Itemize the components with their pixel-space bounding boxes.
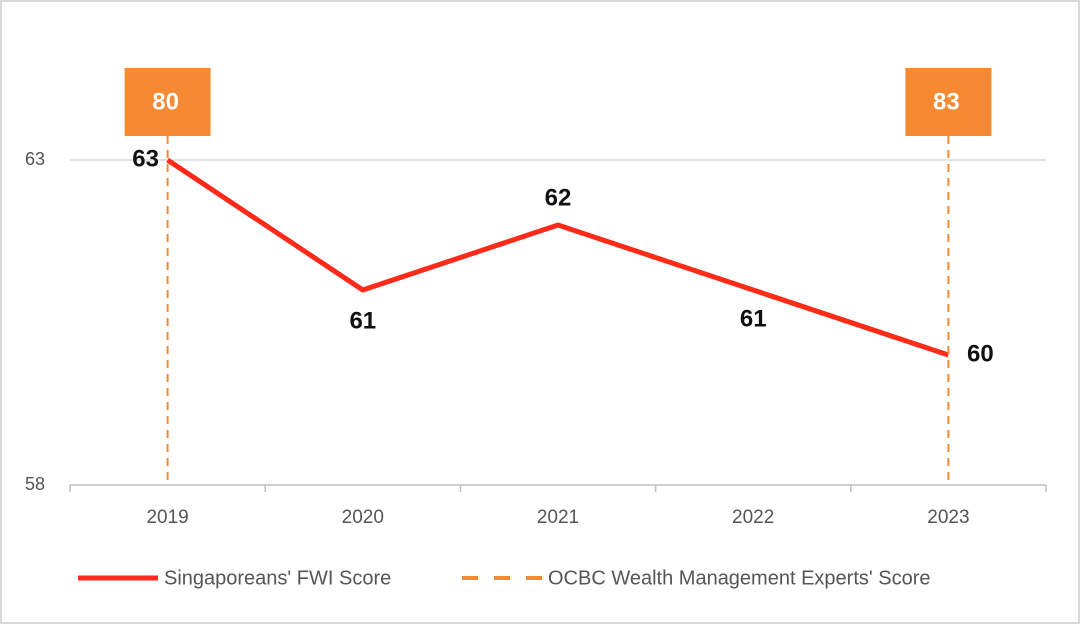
data-label: 62 [545, 184, 572, 211]
expert-box [124, 68, 211, 136]
x-tick-label: 2023 [927, 507, 969, 528]
x-tick-label: 2019 [146, 507, 188, 528]
expert-label: 83 [933, 88, 960, 115]
legend-label: Singaporeans' FWI Score [164, 567, 391, 589]
y-tick-label: 63 [25, 149, 45, 169]
legend-label: OCBC Wealth Management Experts' Score [548, 567, 931, 589]
y-tick-label: 58 [25, 474, 45, 494]
x-tick-label: 2022 [732, 507, 774, 528]
x-tick-label: 2020 [342, 507, 384, 528]
x-tick-label: 2021 [537, 507, 579, 528]
data-label: 61 [740, 305, 767, 332]
series-line [166, 157, 950, 358]
data-label: 61 [349, 307, 376, 334]
expert-box [905, 68, 992, 136]
data-label: 60 [967, 340, 994, 367]
expert-label: 80 [152, 88, 179, 115]
data-label: 63 [132, 145, 159, 172]
